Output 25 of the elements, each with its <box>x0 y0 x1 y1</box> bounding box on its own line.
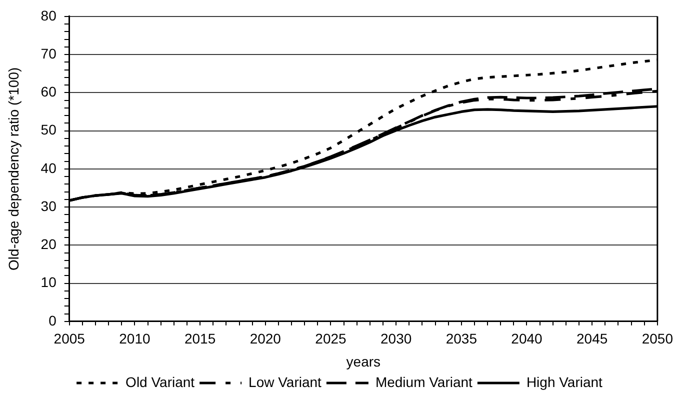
y-tick-label: 10 <box>40 274 57 290</box>
y-axis-title: Old-age dependency ratio (*100) <box>5 67 22 270</box>
legend-label: Old Variant <box>126 374 195 390</box>
legend-label: Medium Variant <box>375 374 473 390</box>
x-tick-label: 2015 <box>184 330 216 347</box>
y-tick-label: 0 <box>48 312 57 328</box>
x-tick-label: 2025 <box>315 330 347 347</box>
legend-label: Low Variant <box>248 374 322 390</box>
y-tick-label: 20 <box>40 236 57 252</box>
y-tick-label: 50 <box>40 122 57 138</box>
x-axis-title: years <box>346 353 381 370</box>
x-tick-label: 2045 <box>576 330 608 347</box>
y-tick-label: 70 <box>40 45 57 62</box>
legend-label: High Variant <box>526 374 603 390</box>
y-tick-label: 60 <box>40 84 57 100</box>
x-tick-label: 2010 <box>119 330 150 347</box>
x-tick-label: 2030 <box>380 330 412 347</box>
y-tick-label: 30 <box>40 198 57 214</box>
x-tick-label: 2020 <box>250 330 282 347</box>
x-tick-label: 2050 <box>642 330 674 347</box>
y-tick-label: 40 <box>40 160 57 176</box>
x-tick-label: 2005 <box>54 330 86 347</box>
x-tick-label: 2040 <box>511 330 543 347</box>
y-tick-label: 80 <box>40 7 57 24</box>
x-tick-label: 2035 <box>446 330 478 347</box>
